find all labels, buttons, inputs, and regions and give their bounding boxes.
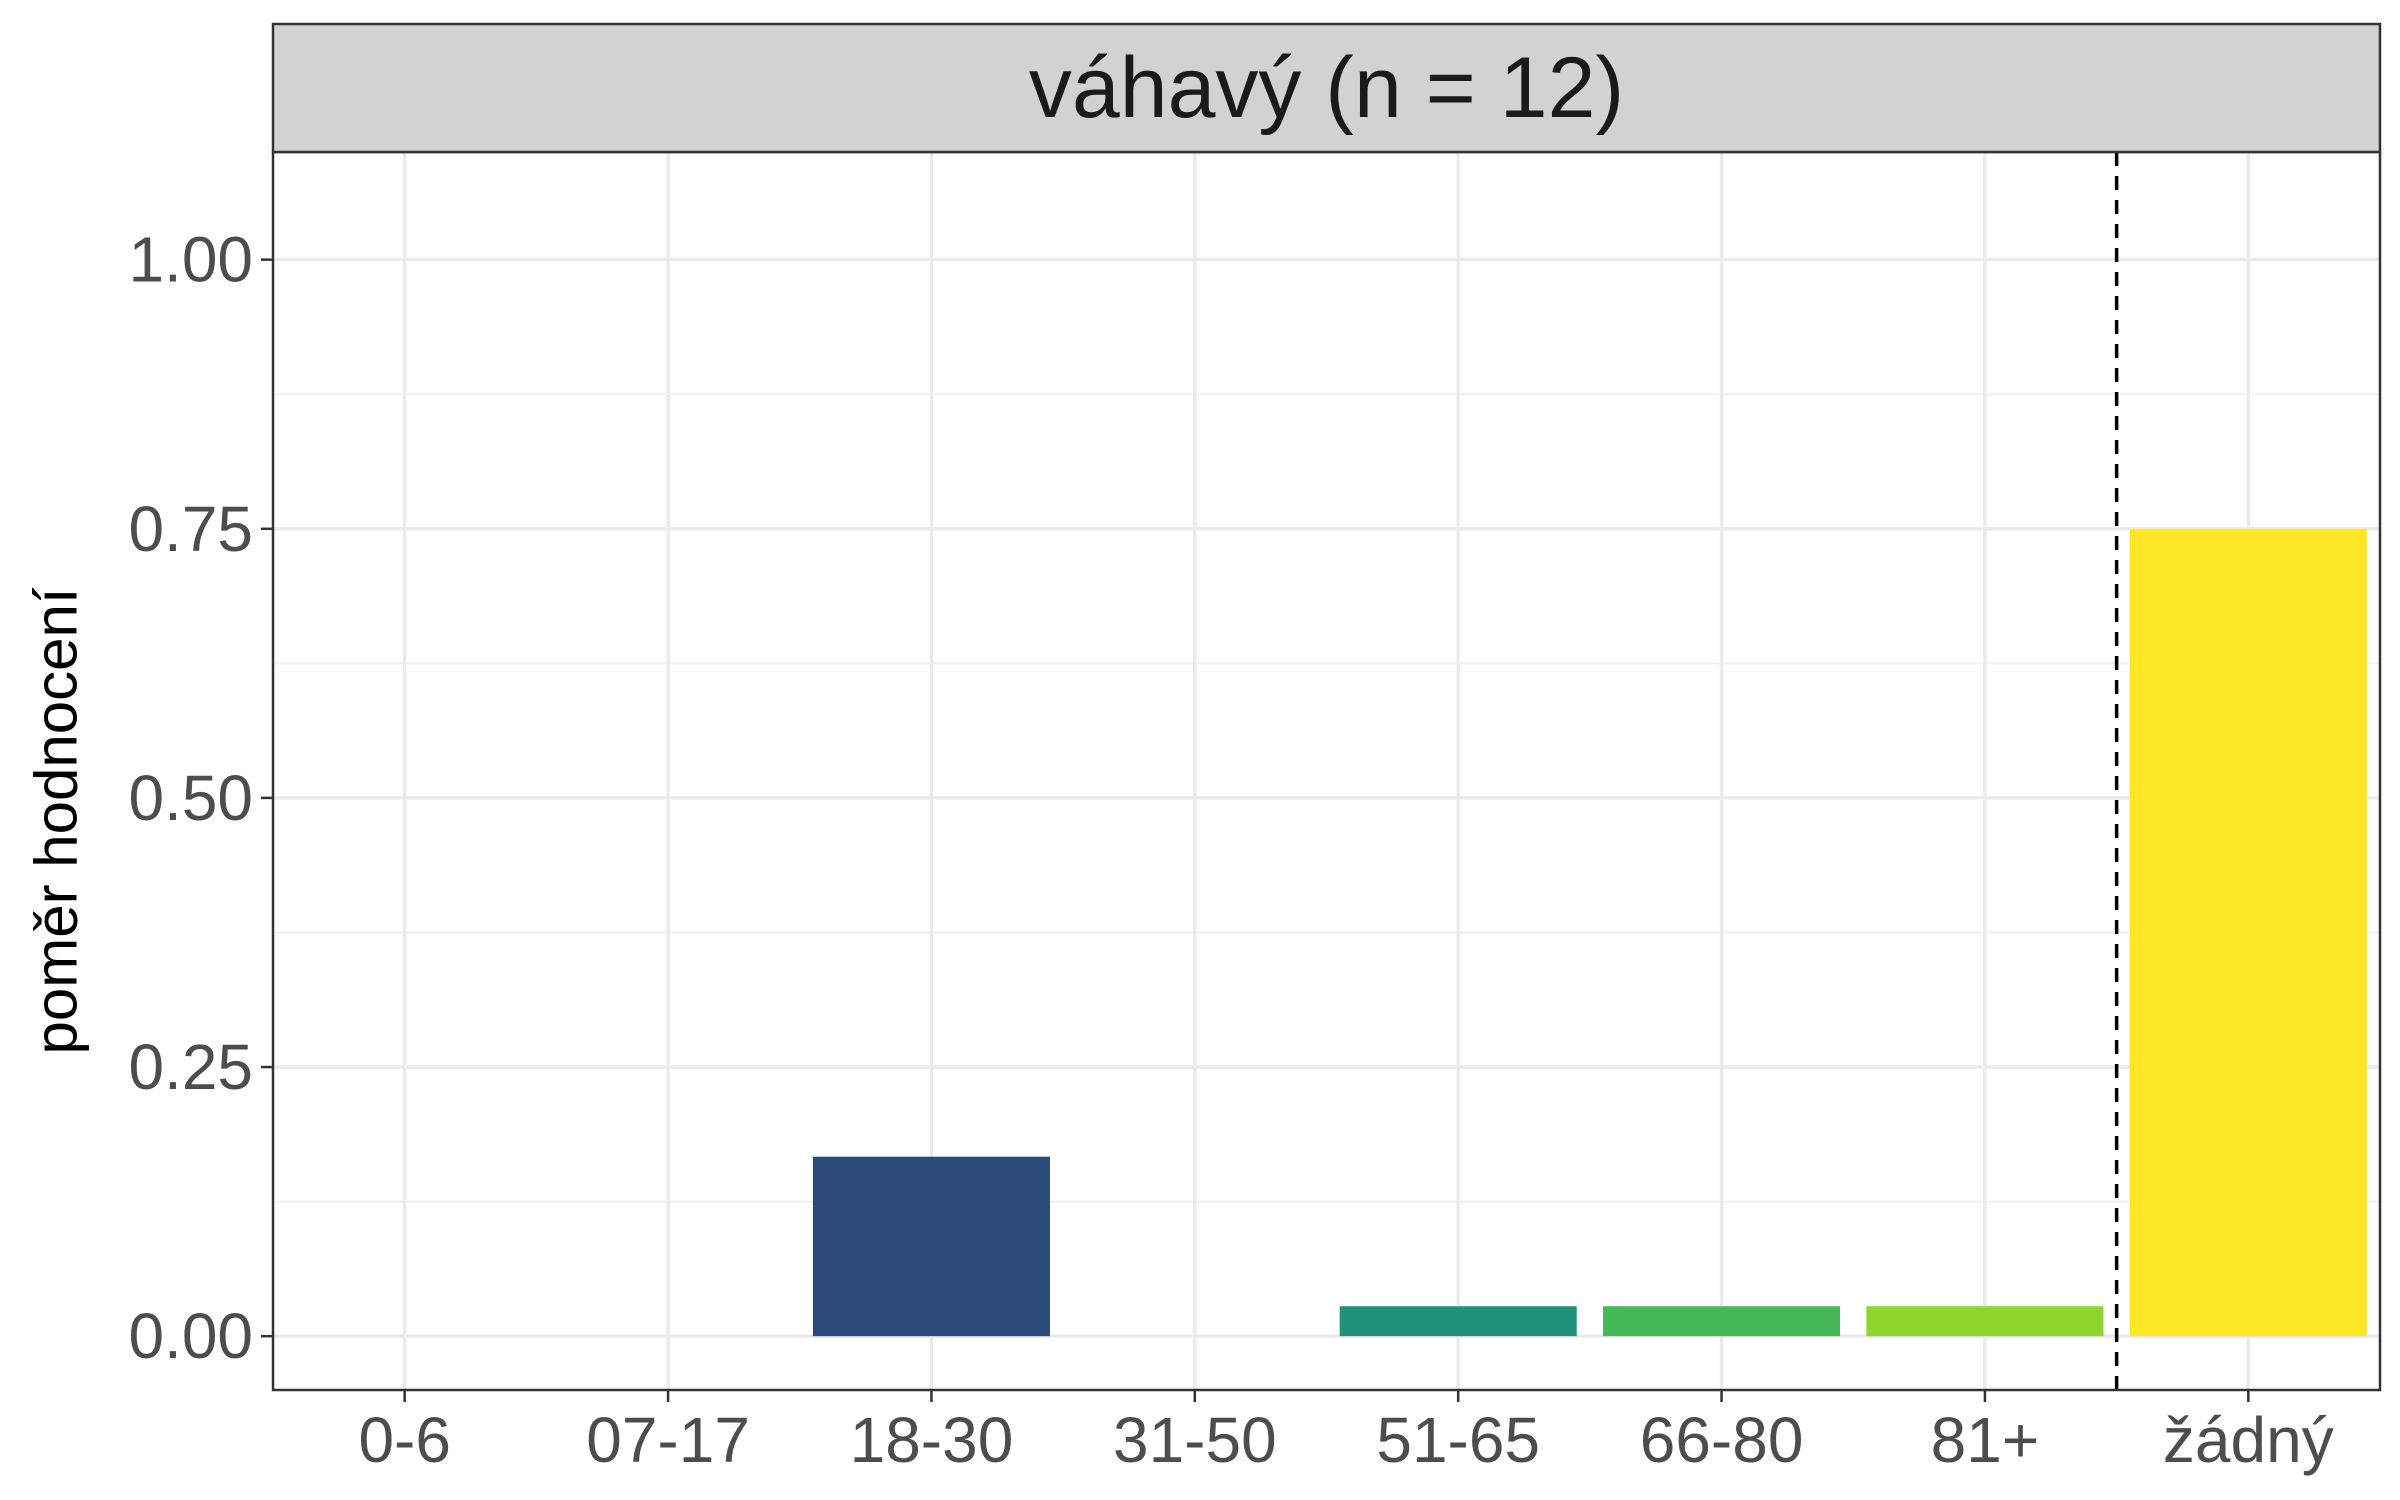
x-tick-label: 66-80 [1640, 1404, 1804, 1476]
y-tick-label: 1.00 [128, 224, 253, 296]
y-axis-title: poměr hodnocení [23, 587, 90, 1054]
x-tick-label: 81+ [1931, 1404, 2040, 1476]
grid-lines [273, 152, 2380, 1390]
y-tick-label: 0.75 [128, 493, 253, 565]
x-tick-label: 31-50 [1113, 1404, 1277, 1476]
bar-18-30 [812, 1156, 1050, 1337]
facet-strip-background [271, 22, 2382, 154]
y-tick-label: 0.00 [128, 1300, 253, 1372]
bar-81+ [1866, 1306, 2104, 1337]
x-axis: 0-6 07-17 18-30 31-50 51-65 66-80 81+ žádný [358, 1390, 2334, 1476]
y-tick-label: 0.25 [128, 1031, 253, 1103]
bar-žádný [2129, 528, 2367, 1337]
bar-51-65 [1339, 1306, 1577, 1337]
x-tick-label: 18-30 [850, 1404, 1014, 1476]
y-tick-label: 0.50 [128, 762, 253, 834]
facet-strip: váhavý (n = 12) [271, 22, 2382, 154]
bars [812, 528, 2367, 1337]
x-tick-label: 0-6 [358, 1404, 451, 1476]
facet-title: váhavý (n = 12) [1029, 40, 1624, 136]
x-tick-label: 07-17 [586, 1404, 750, 1476]
panel-border [271, 150, 2382, 1392]
x-tick-label: 51-65 [1376, 1404, 1540, 1476]
y-axis: 0.00 0.25 0.50 0.75 1.00 [128, 224, 273, 1372]
x-tick-label: žádný [2163, 1404, 2334, 1476]
bar-66-80 [1603, 1306, 1841, 1337]
